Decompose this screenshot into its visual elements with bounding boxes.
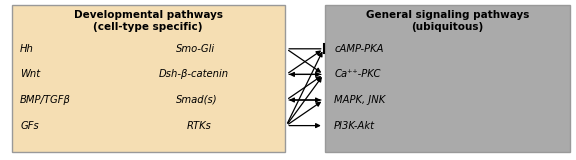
Text: GFs: GFs bbox=[20, 121, 39, 131]
Text: cAMP-PKA: cAMP-PKA bbox=[334, 44, 384, 54]
Text: Developmental pathways
(cell-type specific): Developmental pathways (cell-type specif… bbox=[74, 10, 222, 32]
Text: Smo-Gli: Smo-Gli bbox=[176, 44, 215, 54]
Text: Smad(s): Smad(s) bbox=[176, 95, 217, 105]
Bar bbox=[325, 5, 570, 152]
Text: Ca⁺⁺-PKC: Ca⁺⁺-PKC bbox=[334, 69, 381, 79]
Text: RTKs: RTKs bbox=[187, 121, 212, 131]
Text: Hh: Hh bbox=[20, 44, 34, 54]
Text: Wnt: Wnt bbox=[20, 69, 40, 79]
Text: General signaling pathways
(ubiquitous): General signaling pathways (ubiquitous) bbox=[366, 10, 529, 32]
Text: MAPK, JNK: MAPK, JNK bbox=[334, 95, 385, 105]
Text: PI3K-Akt: PI3K-Akt bbox=[334, 121, 375, 131]
Text: BMP/TGFβ: BMP/TGFβ bbox=[20, 95, 71, 105]
Bar bbox=[12, 5, 285, 152]
Text: Dsh-β-catenin: Dsh-β-catenin bbox=[158, 69, 229, 79]
